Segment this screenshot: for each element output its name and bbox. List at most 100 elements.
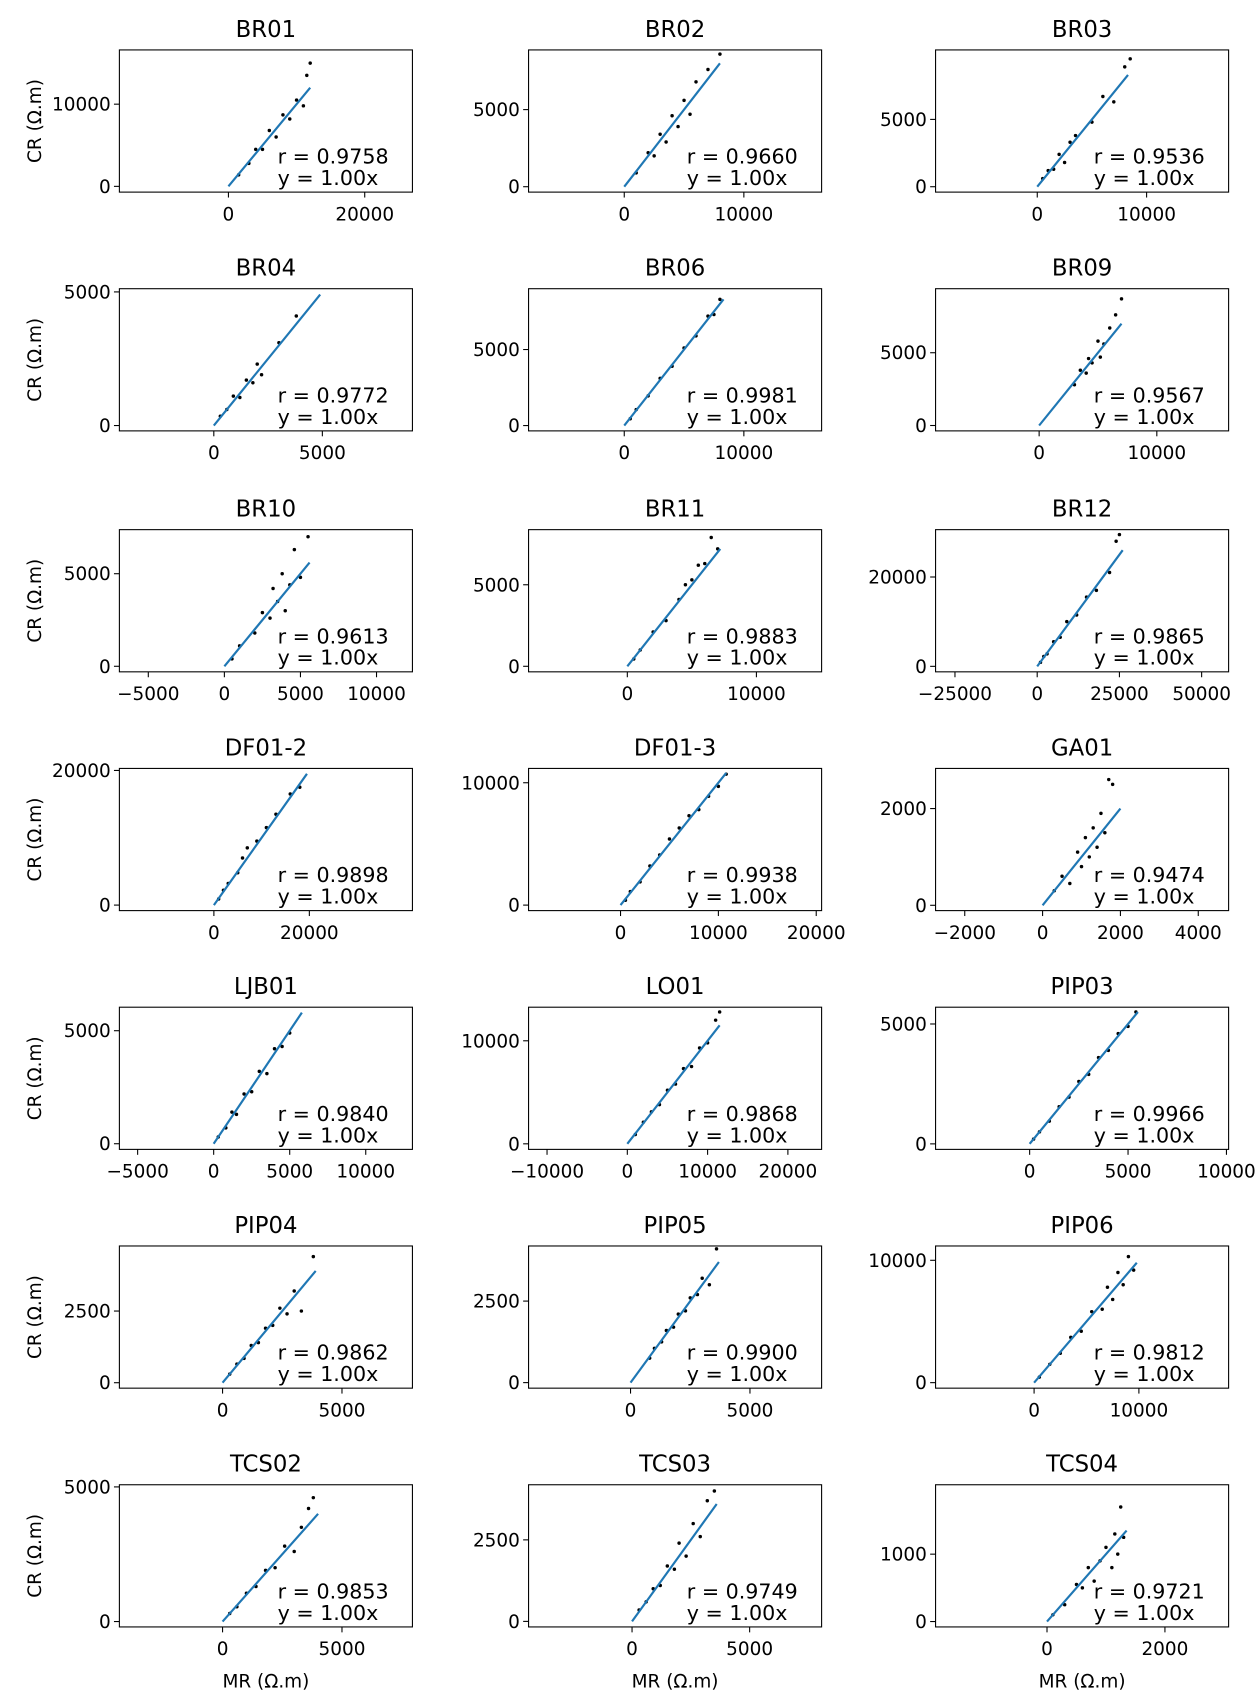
data-point [1113, 1532, 1117, 1536]
axes-frame [935, 1245, 1230, 1389]
fit-line [619, 772, 728, 906]
data-point [1092, 1579, 1096, 1583]
x-tick-label: 0 [1024, 1162, 1036, 1183]
chart-title: TCS03 [638, 1452, 711, 1478]
x-tick-label: 2000 [1097, 923, 1144, 944]
annotation: r = 0.9898 [278, 863, 389, 887]
x-tick-label: 20000 [335, 204, 394, 225]
x-tick-label: 0 [618, 204, 630, 225]
data-point [267, 128, 272, 133]
data-point [1131, 1268, 1136, 1272]
data-point [255, 362, 259, 366]
y-tick-label: 0 [508, 657, 520, 678]
chart-title: BR01 [236, 17, 296, 43]
annotation: r = 0.9840 [278, 1102, 389, 1126]
data-point [694, 80, 698, 84]
x-tick-label: 5000 [299, 443, 346, 464]
y-tick-label: 5000 [473, 100, 520, 121]
y-tick-label: 0 [99, 896, 111, 917]
x-tick-label: 5000 [319, 1639, 366, 1660]
axes-frame [118, 767, 413, 912]
data-point [688, 112, 692, 116]
y-axis-label: CR (Ω.m) [25, 798, 46, 882]
axes-frame [528, 1006, 823, 1150]
y-tick-label: 2000 [880, 799, 927, 820]
data-point [240, 856, 245, 860]
data-point [265, 1071, 269, 1076]
data-point [280, 571, 284, 576]
data-point [301, 104, 306, 108]
data-point [292, 1549, 296, 1554]
annotation: r = 0.9862 [278, 1341, 389, 1365]
data-point [280, 1044, 284, 1049]
fit-line [1041, 807, 1122, 906]
chart-title: TCS02 [229, 1452, 302, 1478]
data-point [1104, 1545, 1108, 1550]
data-point [238, 395, 242, 400]
data-point [1099, 811, 1103, 816]
data-point [1075, 850, 1080, 854]
annotation: r = 0.9772 [278, 383, 389, 407]
x-tick-label: 10000 [347, 684, 406, 705]
chart-title: GA01 [1051, 735, 1113, 761]
axes-frame [935, 288, 1230, 432]
fit-line [629, 1261, 720, 1384]
data-point [706, 67, 710, 72]
data-point [1087, 855, 1092, 859]
annotation: r = 0.9758 [278, 145, 389, 169]
data-point [1098, 355, 1103, 359]
annotation: r = 0.9567 [1094, 383, 1205, 407]
annotation: r = 0.9938 [687, 863, 798, 887]
annotation: y = 1.00x [687, 1123, 788, 1147]
y-axis-label: CR (Ω.m) [25, 318, 46, 402]
data-point [1089, 1309, 1094, 1314]
data-point [658, 132, 662, 137]
x-tick-label: 0 [208, 1162, 220, 1183]
axes-frame [118, 49, 413, 193]
data-point [1096, 339, 1100, 343]
data-point [274, 135, 278, 139]
data-point [1107, 570, 1112, 575]
x-tick-label: 0 [208, 443, 220, 464]
data-point [718, 52, 722, 56]
x-tick-label: −5000 [106, 1162, 168, 1183]
data-point [281, 113, 285, 117]
data-point [714, 1247, 719, 1251]
axes-frame [118, 1484, 413, 1628]
axes-frame [528, 529, 823, 673]
data-point [292, 1289, 296, 1293]
y-axis-label: CR (Ω.m) [25, 559, 46, 643]
data-point [278, 1306, 282, 1310]
data-point [717, 1010, 722, 1014]
data-point [285, 1312, 289, 1316]
annotation: y = 1.00x [687, 405, 788, 429]
data-point [1095, 845, 1099, 849]
axes-frame [118, 529, 413, 673]
data-point [703, 561, 707, 566]
chart-title: DF01-2 [225, 735, 307, 761]
data-point [1128, 57, 1132, 61]
annotation: r = 0.9749 [687, 1580, 798, 1604]
data-point [707, 1283, 712, 1287]
data-point [1116, 1270, 1120, 1275]
data-point [242, 1092, 246, 1096]
chart-title: TCS04 [1045, 1452, 1118, 1478]
data-point [292, 547, 297, 552]
annotation: r = 0.9966 [1094, 1102, 1205, 1126]
y-tick-label: 20000 [52, 761, 111, 782]
data-point [1062, 160, 1067, 165]
data-point [251, 381, 255, 385]
axes-frame [528, 1245, 823, 1389]
annotation: r = 0.9900 [687, 1341, 798, 1365]
x-tick-label: 0 [621, 1162, 633, 1183]
data-point [682, 98, 686, 103]
axes-frame [935, 529, 1230, 673]
data-point [230, 1110, 234, 1114]
fit-line [227, 87, 312, 188]
y-tick-label: 0 [99, 416, 111, 437]
data-point [1114, 539, 1118, 544]
x-tick-label: 0 [219, 684, 231, 705]
y-tick-label: 5000 [64, 1477, 111, 1498]
data-point [1068, 140, 1072, 145]
